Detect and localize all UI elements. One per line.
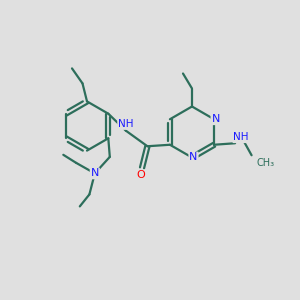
Text: N: N [91, 168, 99, 178]
Text: N: N [189, 152, 198, 163]
Text: CH₃: CH₃ [256, 158, 274, 168]
Text: N: N [212, 114, 220, 124]
Text: O: O [136, 170, 145, 180]
Text: NH: NH [233, 132, 249, 142]
Text: NH: NH [118, 119, 134, 129]
